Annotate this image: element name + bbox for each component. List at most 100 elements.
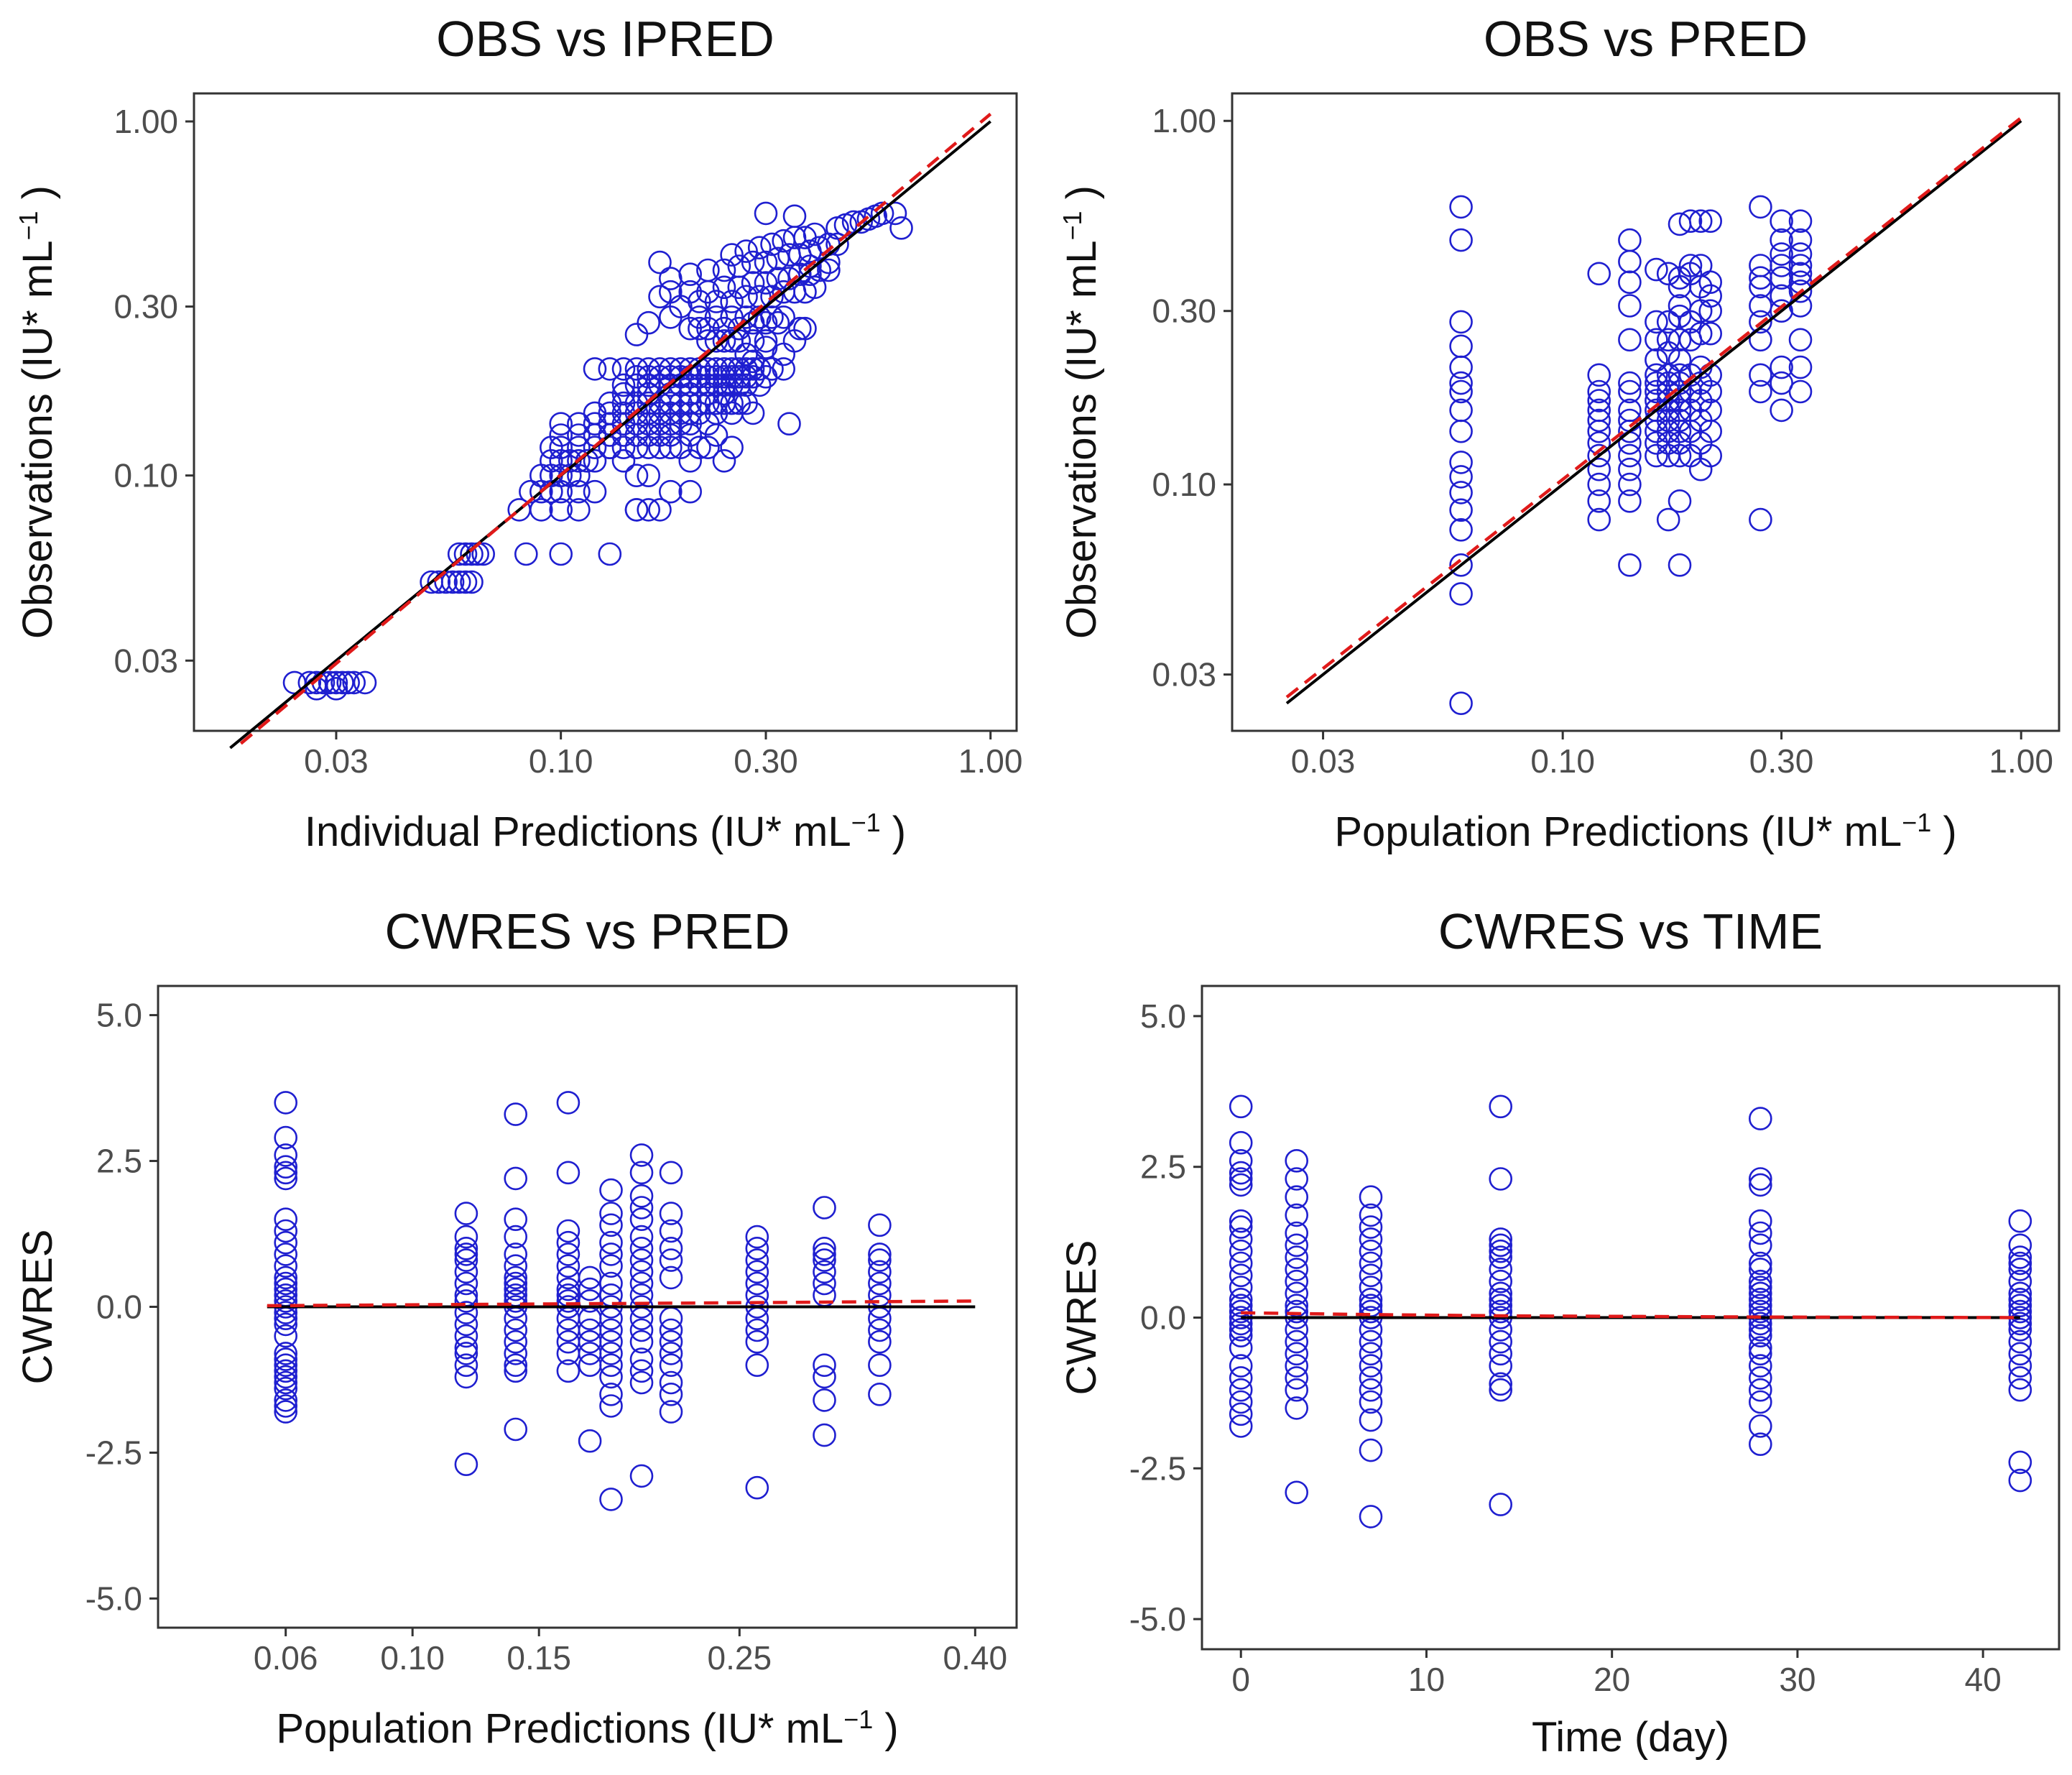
data-point — [460, 542, 484, 566]
data-point — [1359, 1288, 1383, 1311]
y-tick-label: -2.5 — [85, 1434, 142, 1471]
data-point — [1749, 1173, 1772, 1197]
data-point — [1645, 443, 1668, 468]
data-point — [274, 1155, 298, 1179]
data-point — [2008, 1288, 2032, 1311]
data-point — [741, 250, 765, 275]
data-point — [454, 1225, 478, 1249]
data-point — [659, 1161, 683, 1185]
data-point — [1449, 582, 1473, 606]
data-point — [1359, 1227, 1383, 1251]
data-point — [2008, 1281, 2032, 1306]
data-point — [696, 435, 720, 460]
data-point — [868, 1318, 892, 1342]
data-point — [629, 1225, 654, 1249]
data-point — [678, 382, 703, 406]
data-point — [1749, 1258, 1772, 1281]
data-point — [1229, 1209, 1253, 1233]
data-point — [1698, 443, 1722, 468]
data-point — [1788, 355, 1813, 379]
data-point — [583, 435, 607, 460]
reference-line — [229, 120, 991, 750]
data-point — [624, 323, 649, 346]
data-point — [659, 1202, 683, 1225]
data-point — [803, 222, 827, 246]
data-point — [599, 1271, 623, 1296]
data-point — [1749, 1414, 1772, 1438]
data-point — [2008, 1342, 2032, 1366]
data-point — [788, 316, 812, 341]
data-point — [471, 542, 496, 566]
data-point — [454, 1289, 478, 1313]
data-point — [1285, 1342, 1308, 1366]
data-point — [629, 1347, 654, 1371]
data-point — [504, 1417, 528, 1442]
data-point — [1688, 209, 1713, 234]
data-point — [336, 670, 361, 695]
x-axis-label-text: Population Predictions (IU* mL — [1334, 808, 1902, 855]
data-point — [745, 1475, 769, 1500]
data-point — [754, 271, 778, 295]
data-point — [629, 1237, 654, 1260]
data-point — [629, 1196, 654, 1220]
data-point — [274, 1161, 298, 1185]
data-point — [274, 1400, 298, 1424]
data-point — [1749, 1354, 1772, 1378]
data-point — [813, 1388, 836, 1412]
data-point — [453, 542, 478, 566]
x-tick-label: 0.06 — [254, 1639, 318, 1677]
data-point — [1770, 228, 1793, 252]
panel-obs-pred: OBS vs PRED 0.03 0.10 0.30 1.00 0.03 0.10 0.30 1… — [1058, 11, 2061, 855]
data-point — [1229, 1378, 1253, 1402]
data-point — [1749, 1269, 1772, 1294]
data-point — [1449, 355, 1473, 379]
data-point — [1359, 1408, 1383, 1432]
data-point — [1749, 1366, 1772, 1390]
y-tick-label: 1.00 — [114, 103, 178, 140]
data-point — [1359, 1215, 1383, 1239]
data-point — [720, 305, 744, 329]
y-tick-label: 0.0 — [96, 1288, 142, 1326]
data-point — [2008, 1378, 2032, 1402]
data-point — [599, 1342, 623, 1365]
data-point — [1749, 1209, 1772, 1233]
data-point — [704, 305, 729, 329]
data-point — [529, 498, 553, 522]
data-point — [453, 570, 478, 594]
data-points — [282, 201, 913, 701]
data-point — [274, 1265, 298, 1290]
data-point — [793, 226, 817, 249]
data-point — [556, 1161, 581, 1185]
data-point — [1229, 1167, 1253, 1191]
x-axis-label: Population Predictions (IU* mL−1 ) — [276, 1705, 898, 1753]
data-point — [1788, 328, 1813, 352]
data-point — [2008, 1233, 2032, 1258]
y-axis-label: CWRES — [14, 1230, 61, 1385]
data-point — [1229, 1276, 1253, 1299]
data-point — [629, 1370, 654, 1395]
data-points — [1449, 195, 1813, 716]
data-point — [745, 1237, 769, 1260]
data-point — [629, 1248, 654, 1272]
data-point — [556, 1359, 581, 1383]
x-tick-label: 0.10 — [380, 1639, 445, 1677]
data-point — [454, 1324, 478, 1348]
data-point — [274, 1301, 298, 1324]
data-point — [1618, 328, 1642, 352]
data-point — [611, 435, 636, 460]
data-point — [1656, 507, 1680, 532]
data-point — [549, 498, 573, 522]
plot-frame — [193, 92, 1018, 732]
y-axis-label: Observations (IU* mL−1 ) — [1058, 185, 1106, 639]
data-point — [1587, 489, 1611, 513]
data-point — [1229, 1402, 1253, 1426]
data-point — [1587, 457, 1611, 481]
data-point — [1359, 1185, 1383, 1209]
data-point — [1618, 294, 1642, 318]
x-tick-label: 0.03 — [1291, 742, 1356, 780]
data-point — [766, 267, 790, 290]
data-point — [734, 305, 758, 329]
data-point — [454, 1301, 478, 1324]
data-point — [1489, 1167, 1512, 1191]
data-point — [454, 1260, 478, 1284]
